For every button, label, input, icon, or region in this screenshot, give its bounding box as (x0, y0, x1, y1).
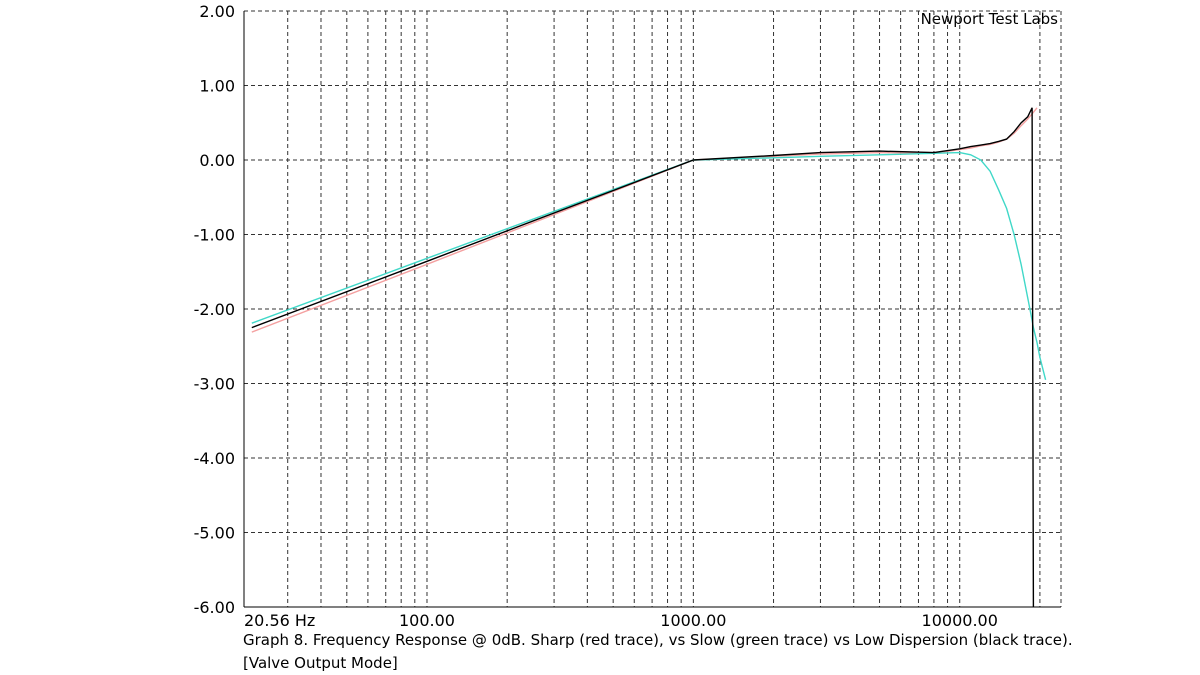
trace (251, 107, 1038, 333)
y-tick-label: -3.00 (194, 375, 235, 394)
trace (251, 107, 1035, 608)
x-tick-label: 1000.00 (660, 611, 726, 630)
y-tick-label: -4.00 (194, 449, 235, 468)
y-tick-label: -5.00 (194, 524, 235, 543)
x-tick-label: 100.00 (399, 611, 455, 630)
y-tick-label: -2.00 (194, 300, 235, 319)
y-tick-label: 0.00 (199, 151, 235, 170)
x-tick-label: 10000.00 (922, 611, 998, 630)
y-tick-label: 2.00 (199, 2, 235, 21)
caption: Graph 8. Frequency Response @ 0dB. Sharp… (243, 631, 1073, 649)
x-tick-label: 20.56 Hz (244, 611, 315, 630)
trace (251, 151, 1047, 380)
y-tick-label: -1.00 (194, 226, 235, 245)
annotation: Newport Test Labs (921, 10, 1059, 28)
y-tick-label: -6.00 (194, 598, 235, 617)
caption: [Valve Output Mode] (243, 654, 398, 672)
y-tick-label: 1.00 (199, 77, 235, 96)
